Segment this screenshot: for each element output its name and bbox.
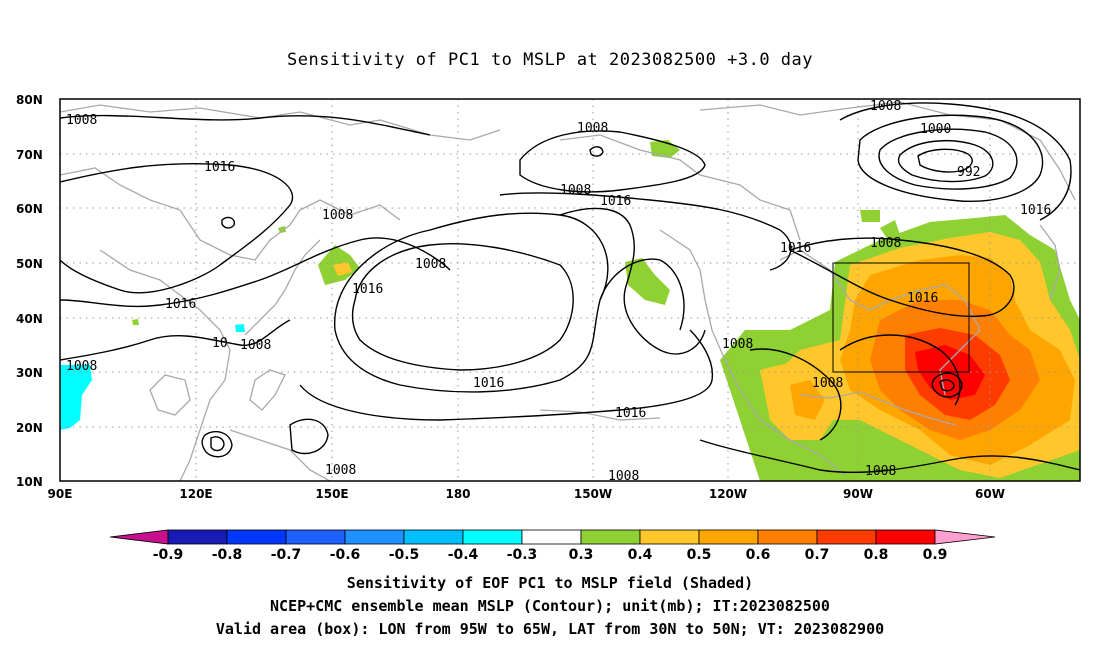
contour-labels: 1008 1016 1008 1008 1016 1016 10 1008 10… (66, 99, 1051, 484)
lat-tick-label: 70N (16, 148, 43, 162)
contour-label: 1008 (865, 464, 896, 479)
colorbar-tick-label: -0.5 (389, 547, 420, 563)
contour-label: 1000 (920, 122, 951, 137)
contour-label: 1016 (615, 406, 646, 421)
contour-label: 1008 (577, 121, 608, 136)
lat-tick-label: 40N (16, 312, 43, 326)
lat-tick-label: 60N (16, 202, 43, 216)
graticule (60, 99, 1080, 481)
caption-line-2: NCEP+CMC ensemble mean MSLP (Contour); u… (270, 597, 830, 615)
contour-label: 1016 (600, 194, 631, 209)
colorbar-swatch (462, 529, 523, 545)
lon-tick-label: 90E (48, 487, 73, 501)
colorbar-low-end (109, 529, 169, 545)
colorbar-tick-label: 0.8 (864, 547, 889, 563)
contour-label: 1008 (722, 337, 753, 352)
colorbar-tick-label: -0.6 (330, 547, 361, 563)
contour-label: 1008 (66, 113, 97, 128)
mslp-contours (60, 102, 1080, 474)
lon-tick-label: 90W (843, 487, 873, 501)
colorbar-tick-label: -0.9 (153, 547, 184, 563)
colorbar-tick-label: 0.4 (628, 547, 653, 563)
contour-label: 1008 (325, 463, 356, 478)
contour-label: 1008 (415, 257, 446, 272)
lon-tick-label: 60W (975, 487, 1005, 501)
colorbar-swatch (757, 529, 818, 545)
colorbar-swatch (698, 529, 759, 545)
lat-tick-label: 80N (16, 93, 43, 107)
lon-tick-label: 150E (315, 487, 348, 501)
colorbar-swatch (580, 529, 641, 545)
colorbar-swatch (875, 529, 936, 545)
colorbar-tick-label: -0.8 (212, 547, 243, 563)
longitude-axis: 90E 120E 150E 180 150W 120W 90W 60W (48, 487, 1005, 501)
contour-label: 1016 (473, 376, 504, 391)
colorbar-swatch (167, 529, 228, 545)
contour-label: 1016 (780, 241, 811, 256)
caption-line-3: Valid area (box): LON from 95W to 65W, L… (215, 620, 885, 638)
lat-tick-label: 50N (16, 257, 43, 271)
contour-label: 1008 (66, 359, 97, 374)
lon-tick-label: 120E (179, 487, 212, 501)
colorbar-swatch (816, 529, 877, 545)
colorbar-swatch (344, 529, 405, 545)
colorbar-tick-label: 0.3 (569, 547, 594, 563)
colorbar: -0.9 -0.8 -0.7 -0.6 -0.5 -0.4 -0.3 0.3 0.4 0.5 0.6… (109, 529, 996, 563)
lat-tick-label: 20N (16, 421, 43, 435)
lat-tick-label: 30N (16, 366, 43, 380)
contour-label: 1008 (870, 99, 901, 114)
coastlines (60, 101, 1076, 481)
colorbar-tick-label: 0.7 (805, 547, 830, 563)
colorbar-tick-label: -0.7 (271, 547, 302, 563)
lon-tick-label: 180 (445, 487, 470, 501)
caption-line-1: Sensitivity of EOF PC1 to MSLP field (Sh… (346, 574, 754, 592)
latitude-axis: 80N 70N 60N 50N 40N 30N 20N 10N (16, 93, 43, 489)
colorbar-tick-label: 0.9 (923, 547, 948, 563)
colorbar-tick-label: 0.6 (746, 547, 771, 563)
contour-label: 992 (957, 165, 980, 180)
contour-label: 1016 (352, 282, 383, 297)
valid-area-box (832, 262, 970, 373)
colorbar-tick-label: 0.5 (687, 547, 712, 563)
contour-label: 1008 (812, 376, 843, 391)
contour-label: 1016 (165, 297, 196, 312)
contour-label: 10 (212, 336, 228, 351)
colorbar-high-end (934, 529, 996, 545)
lon-tick-label: 120W (709, 487, 747, 501)
colorbar-swatch (403, 529, 464, 545)
colorbar-swatch (226, 529, 287, 545)
colorbar-tick-label: -0.3 (507, 547, 538, 563)
contour-label: 1008 (608, 469, 639, 484)
contour-label: 1016 (204, 160, 235, 175)
lon-tick-label: 150W (574, 487, 612, 501)
lat-tick-label: 10N (16, 475, 43, 489)
colorbar-swatch (639, 529, 700, 545)
contour-label: 1008 (560, 183, 591, 198)
page-title: Sensitivity of PC1 to MSLP at 2023082500… (286, 50, 813, 70)
map-frame (59, 98, 1081, 482)
contour-label: 1008 (870, 236, 901, 251)
contour-label: 1008 (240, 338, 271, 353)
colorbar-swatch (521, 529, 582, 545)
contour-label: 1008 (322, 208, 353, 223)
contour-label: 1016 (907, 291, 938, 306)
colorbar-tick-label: -0.4 (448, 547, 479, 563)
contour-label: 1016 (1020, 203, 1051, 218)
colorbar-swatch (285, 529, 346, 545)
